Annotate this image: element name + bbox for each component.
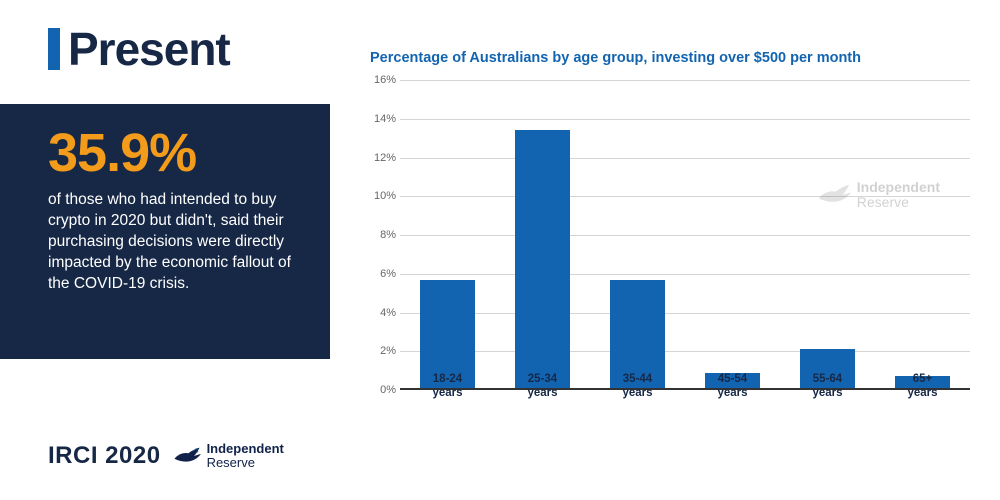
footer-label: IRCI 2020 (48, 442, 161, 470)
x-tick-label: 55-64years (788, 372, 868, 401)
chart-title: Percentage of Australians by age group, … (370, 50, 970, 66)
watermark-line2: Reserve (857, 194, 909, 210)
y-tick-label: 14% (374, 113, 396, 125)
y-tick-label: 6% (380, 268, 396, 280)
x-tick-label: 25-34years (503, 372, 583, 401)
bars-layer (400, 80, 970, 390)
stat-number: 35.9% (48, 126, 302, 180)
y-tick-label: 12% (374, 152, 396, 164)
watermark-text: Independent Reserve (857, 180, 940, 209)
bird-icon (817, 183, 851, 207)
x-tick-label: 35-44years (598, 372, 678, 401)
y-tick-label: 2% (380, 345, 396, 357)
y-axis: 0%2%4%6%8%10%12%14%16% (370, 80, 400, 390)
watermark-line1: Independent (857, 179, 940, 195)
page-title: Present (68, 22, 230, 76)
stat-card: 35.9% of those who had intended to buy c… (0, 104, 330, 359)
y-tick-label: 0% (380, 384, 396, 396)
bar (515, 130, 570, 390)
chart: Percentage of Australians by age group, … (370, 50, 970, 450)
x-tick-label: 45-54years (693, 372, 773, 401)
y-tick-label: 8% (380, 229, 396, 241)
y-tick-label: 10% (374, 190, 396, 202)
title-accent-bar (48, 28, 60, 70)
page-root: Present 35.9% of those who had intended … (0, 0, 1000, 500)
brand-line2: Reserve (207, 455, 255, 470)
bird-icon (173, 446, 201, 466)
watermark: Independent Reserve (817, 180, 940, 209)
y-tick-label: 4% (380, 307, 396, 319)
page-title-row: Present (48, 22, 230, 76)
x-tick-label: 18-24years (408, 372, 488, 401)
y-tick-label: 16% (374, 74, 396, 86)
footer: IRCI 2020 Independent Reserve (48, 442, 284, 470)
plot-area: 0%2%4%6%8%10%12%14%16% (400, 80, 970, 390)
stat-body: of those who had intended to buy crypto … (48, 190, 302, 295)
brand-logo: Independent Reserve (173, 442, 284, 469)
x-tick-label: 65+years (883, 372, 963, 401)
brand-text: Independent Reserve (207, 442, 284, 469)
